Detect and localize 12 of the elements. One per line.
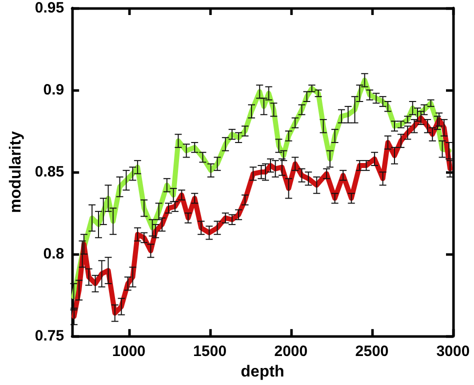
y-tick-label: 0.9 xyxy=(43,82,64,99)
y-tick-label: 0.75 xyxy=(34,328,64,345)
x-tick-label: 2000 xyxy=(274,343,308,360)
x-tick-label: 1000 xyxy=(112,343,146,360)
y-tick-label: 0.85 xyxy=(34,164,64,181)
y-tick-label: 0.95 xyxy=(34,0,64,16)
y-tick-label: 0.8 xyxy=(43,246,64,263)
x-tick-label: 3000 xyxy=(436,343,470,360)
x-tick-label: 2500 xyxy=(355,343,389,360)
y-axis-title: modularity xyxy=(8,131,24,213)
x-axis-title: depth xyxy=(240,364,284,380)
x-tick-label: 1500 xyxy=(193,343,227,360)
